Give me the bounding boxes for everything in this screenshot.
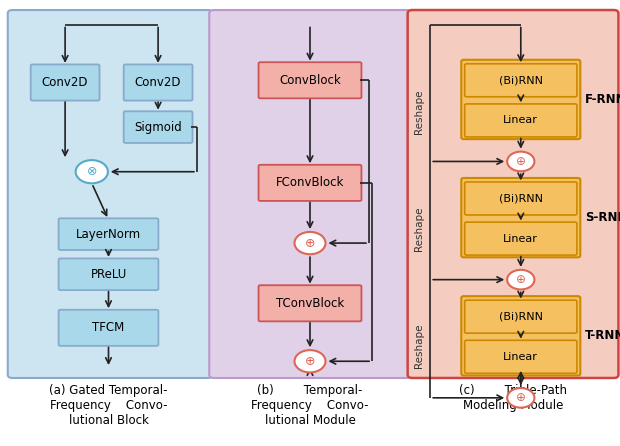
Text: ⊕: ⊕ bbox=[516, 273, 526, 286]
Circle shape bbox=[294, 350, 326, 372]
Text: ConvBlock: ConvBlock bbox=[279, 74, 341, 87]
Text: (Bi)RNN: (Bi)RNN bbox=[499, 312, 542, 322]
Text: Sigmoid: Sigmoid bbox=[134, 120, 182, 134]
Text: (c)        Triple-Path
Modeling Module: (c) Triple-Path Modeling Module bbox=[459, 384, 567, 412]
FancyBboxPatch shape bbox=[30, 65, 99, 101]
FancyBboxPatch shape bbox=[465, 340, 577, 373]
FancyBboxPatch shape bbox=[465, 222, 577, 255]
FancyBboxPatch shape bbox=[465, 182, 577, 215]
Text: Reshape: Reshape bbox=[414, 89, 424, 134]
FancyBboxPatch shape bbox=[461, 60, 580, 139]
Text: (a) Gated Temporal-
Frequency    Convo-
lutional Block: (a) Gated Temporal- Frequency Convo- lut… bbox=[49, 384, 168, 426]
FancyBboxPatch shape bbox=[209, 10, 411, 378]
Text: Linear: Linear bbox=[503, 352, 538, 362]
Circle shape bbox=[507, 270, 534, 289]
Text: Conv2D: Conv2D bbox=[42, 76, 88, 89]
FancyBboxPatch shape bbox=[58, 310, 159, 346]
FancyBboxPatch shape bbox=[124, 65, 192, 101]
Circle shape bbox=[294, 232, 326, 254]
FancyBboxPatch shape bbox=[58, 219, 159, 250]
FancyBboxPatch shape bbox=[124, 112, 192, 143]
Circle shape bbox=[507, 388, 534, 408]
FancyBboxPatch shape bbox=[461, 296, 580, 376]
Text: TConvBlock: TConvBlock bbox=[276, 297, 344, 310]
FancyBboxPatch shape bbox=[465, 300, 577, 333]
Text: Linear: Linear bbox=[503, 234, 538, 244]
Text: ⊗: ⊗ bbox=[87, 165, 97, 178]
Text: LayerNorm: LayerNorm bbox=[76, 227, 141, 241]
FancyBboxPatch shape bbox=[7, 10, 212, 378]
FancyBboxPatch shape bbox=[259, 165, 361, 201]
FancyBboxPatch shape bbox=[259, 62, 361, 99]
Text: ⊕: ⊕ bbox=[305, 355, 315, 368]
Text: Reshape: Reshape bbox=[414, 206, 424, 251]
FancyBboxPatch shape bbox=[259, 285, 361, 321]
Text: (b)        Temporal-
Frequency    Convo-
lutional Module: (b) Temporal- Frequency Convo- lutional … bbox=[251, 384, 369, 426]
Circle shape bbox=[76, 160, 108, 183]
Text: (Bi)RNN: (Bi)RNN bbox=[499, 75, 542, 85]
Text: ⊕: ⊕ bbox=[516, 155, 526, 168]
FancyBboxPatch shape bbox=[465, 64, 577, 97]
Text: FConvBlock: FConvBlock bbox=[276, 176, 344, 190]
Text: ⊕: ⊕ bbox=[305, 236, 315, 250]
Text: Reshape: Reshape bbox=[414, 324, 424, 368]
Text: PReLU: PReLU bbox=[91, 268, 126, 281]
FancyBboxPatch shape bbox=[461, 178, 580, 257]
Text: F-RNN: F-RNN bbox=[585, 93, 620, 106]
Text: (Bi)RNN: (Bi)RNN bbox=[499, 194, 542, 203]
Text: TFCM: TFCM bbox=[92, 321, 125, 334]
FancyBboxPatch shape bbox=[465, 104, 577, 137]
Circle shape bbox=[507, 152, 534, 171]
Text: Conv2D: Conv2D bbox=[135, 76, 181, 89]
FancyBboxPatch shape bbox=[408, 10, 619, 378]
Text: T-RNN: T-RNN bbox=[585, 329, 620, 343]
Text: S-RNN: S-RNN bbox=[585, 211, 620, 224]
FancyBboxPatch shape bbox=[58, 259, 159, 290]
Text: ⊕: ⊕ bbox=[516, 391, 526, 405]
Text: Linear: Linear bbox=[503, 116, 538, 125]
